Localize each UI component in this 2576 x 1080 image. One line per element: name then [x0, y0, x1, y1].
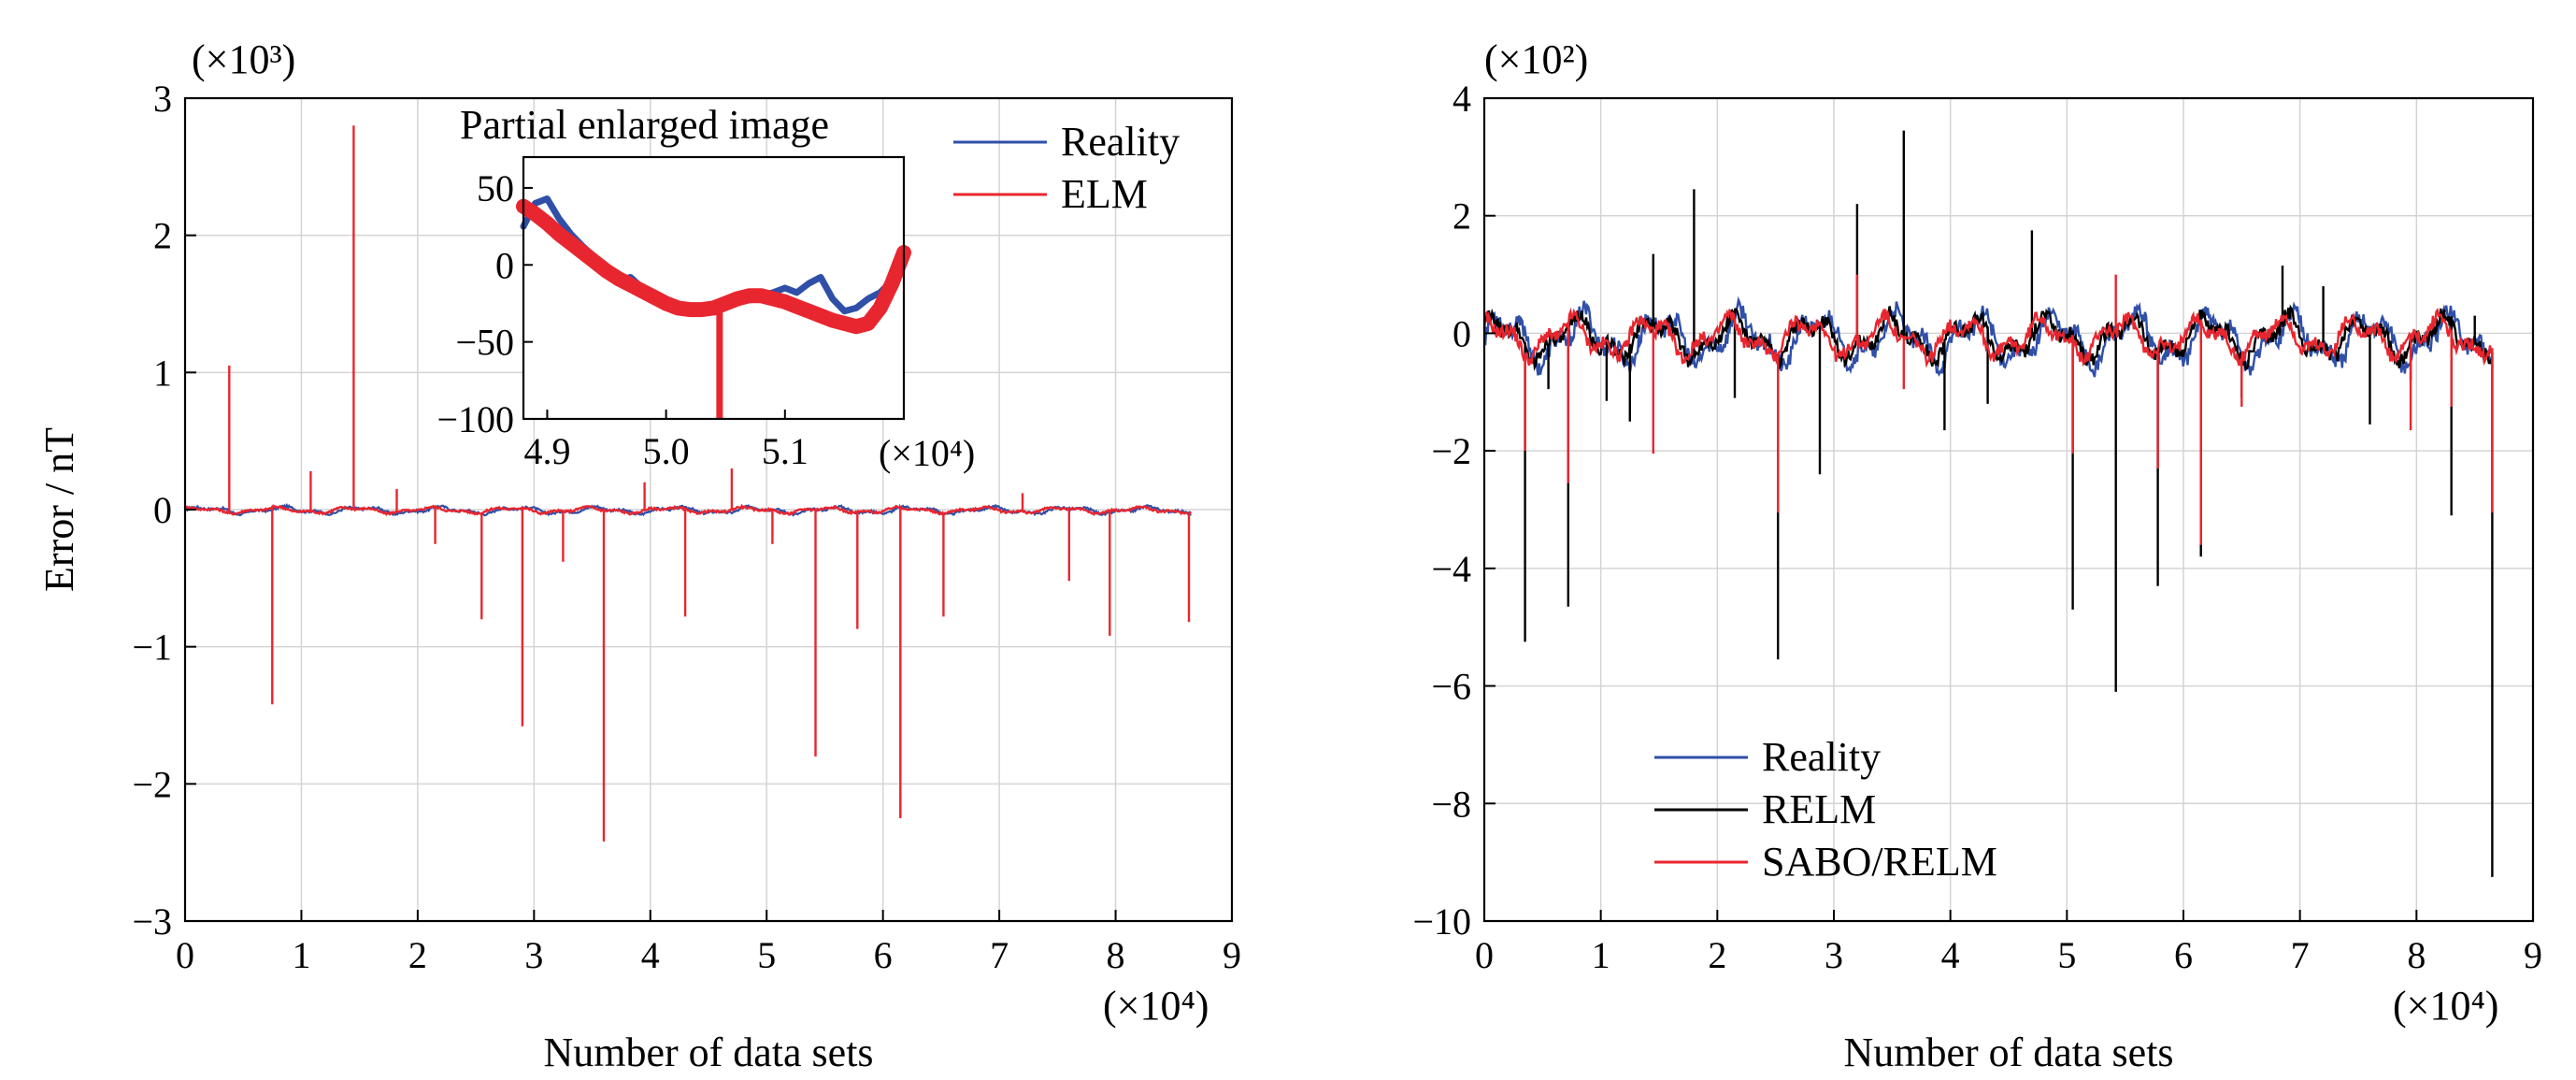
- left-chart-series: [184, 125, 1193, 842]
- left-xtick-label: 3: [524, 934, 543, 976]
- right-series-relm-line: [1482, 130, 2494, 877]
- inset-series: [516, 195, 911, 419]
- right-xtick-label: 0: [1475, 934, 1494, 976]
- inset-ytick-label: −100: [436, 398, 514, 440]
- left-x-axis-label: Number of data sets: [543, 1030, 873, 1075]
- left-y-multiplier: (×10³): [192, 36, 295, 82]
- right-legend-label: RELM: [1762, 786, 1876, 832]
- left-ytick-label: 1: [153, 352, 172, 394]
- right-ytick-label: −2: [1431, 430, 1471, 472]
- inset-ytick-label: 50: [477, 167, 514, 209]
- right-ytick-label: 2: [1453, 195, 1471, 238]
- right-xtick-label: 3: [1825, 934, 1843, 976]
- right-xtick-label: 8: [2407, 934, 2426, 976]
- right-chart-legend: Reality RELM SABO/RELM: [1654, 734, 1997, 885]
- left-ytick-label: 3: [153, 78, 172, 120]
- left-chart: 0 1 2 3 4 5 6 7 8 9 −3 −2 −1 0 1 2 3 (×10³) (×10⁴) Numbe…: [36, 36, 1241, 1075]
- inset-chart: 4.9 5.0 5.1 50 0 −50 −100 Partial enlarged ima…: [436, 102, 975, 474]
- inset-xtick-label: 5.1: [762, 430, 809, 472]
- right-x-multiplier: (×10⁴): [2393, 983, 2498, 1029]
- inset-ytick-label: 0: [495, 244, 514, 286]
- inset-ticks: 4.9 5.0 5.1 50 0 −50 −100: [436, 167, 808, 472]
- inset-ytick-label: −50: [455, 322, 514, 364]
- right-ytick-label: −4: [1431, 548, 1471, 590]
- right-series-sabo-relm-line: [1483, 274, 2494, 545]
- right-xtick-label: 6: [2174, 934, 2193, 976]
- left-series-elm-line: [184, 125, 1193, 842]
- left-xtick-label: 4: [641, 934, 660, 976]
- left-xtick-label: 6: [874, 934, 893, 976]
- inset-title: Partial enlarged image: [460, 102, 829, 148]
- inset-xtick-label: 5.0: [643, 430, 690, 472]
- right-ytick-label: 4: [1453, 78, 1471, 120]
- right-legend-label: SABO/RELM: [1762, 839, 1997, 885]
- right-xtick-label: 4: [1941, 934, 1960, 976]
- right-xtick-label: 5: [2057, 934, 2076, 976]
- right-chart: 0 1 2 3 4 5 6 7 8 9 −10 −8 −6 −4 −2 0 2 4 (×10²) (×10⁴) N…: [1412, 36, 2542, 1075]
- right-xtick-label: 9: [2524, 934, 2542, 976]
- inset-frame: [522, 155, 906, 421]
- left-ytick-label: 0: [153, 489, 172, 531]
- left-ytick-label: −2: [132, 763, 172, 805]
- left-xtick-label: 8: [1107, 934, 1125, 976]
- right-y-multiplier: (×10²): [1484, 36, 1588, 82]
- inset-xtick-label: 4.9: [523, 430, 570, 472]
- left-xtick-label: 1: [292, 934, 310, 976]
- left-legend-label: ELM: [1061, 171, 1148, 217]
- right-x-axis-label: Number of data sets: [1843, 1030, 2173, 1075]
- left-y-axis-label: Error / nT: [36, 427, 82, 592]
- left-xtick-label: 9: [1223, 934, 1241, 976]
- right-ytick-label: −10: [1412, 900, 1471, 943]
- left-xtick-label: 0: [176, 934, 194, 976]
- left-chart-legend: Reality ELM: [953, 119, 1180, 217]
- right-chart-grid: [1484, 98, 2533, 921]
- right-chart-frame: [1482, 96, 2535, 923]
- right-legend-label: Reality: [1762, 734, 1881, 780]
- left-ytick-label: 2: [153, 215, 172, 257]
- right-chart-series: [1482, 130, 2494, 877]
- right-ytick-label: −6: [1431, 666, 1471, 708]
- left-xtick-label: 2: [408, 934, 427, 976]
- right-ytick-label: 0: [1453, 312, 1471, 354]
- left-xtick-label: 5: [757, 934, 776, 976]
- left-xtick-label: 7: [990, 934, 1009, 976]
- left-chart-ticks: 0 1 2 3 4 5 6 7 8 9 −3 −2 −1 0 1 2 3: [132, 78, 1241, 976]
- right-chart-ticks: 0 1 2 3 4 5 6 7 8 9 −10 −8 −6 −4 −2 0 2 4: [1412, 78, 2542, 976]
- left-x-multiplier: (×10⁴): [1103, 983, 1209, 1029]
- inset-x-multiplier: (×10⁴): [879, 432, 975, 474]
- inset-series-elm-line: [516, 198, 911, 335]
- left-legend-label: Reality: [1061, 119, 1180, 165]
- right-xtick-label: 2: [1708, 934, 1726, 976]
- left-ytick-label: −3: [132, 900, 172, 943]
- right-xtick-label: 7: [2291, 934, 2310, 976]
- inset-background: [523, 157, 904, 419]
- right-ytick-label: −8: [1431, 783, 1471, 825]
- right-xtick-label: 1: [1592, 934, 1610, 976]
- left-ytick-label: −1: [132, 626, 172, 669]
